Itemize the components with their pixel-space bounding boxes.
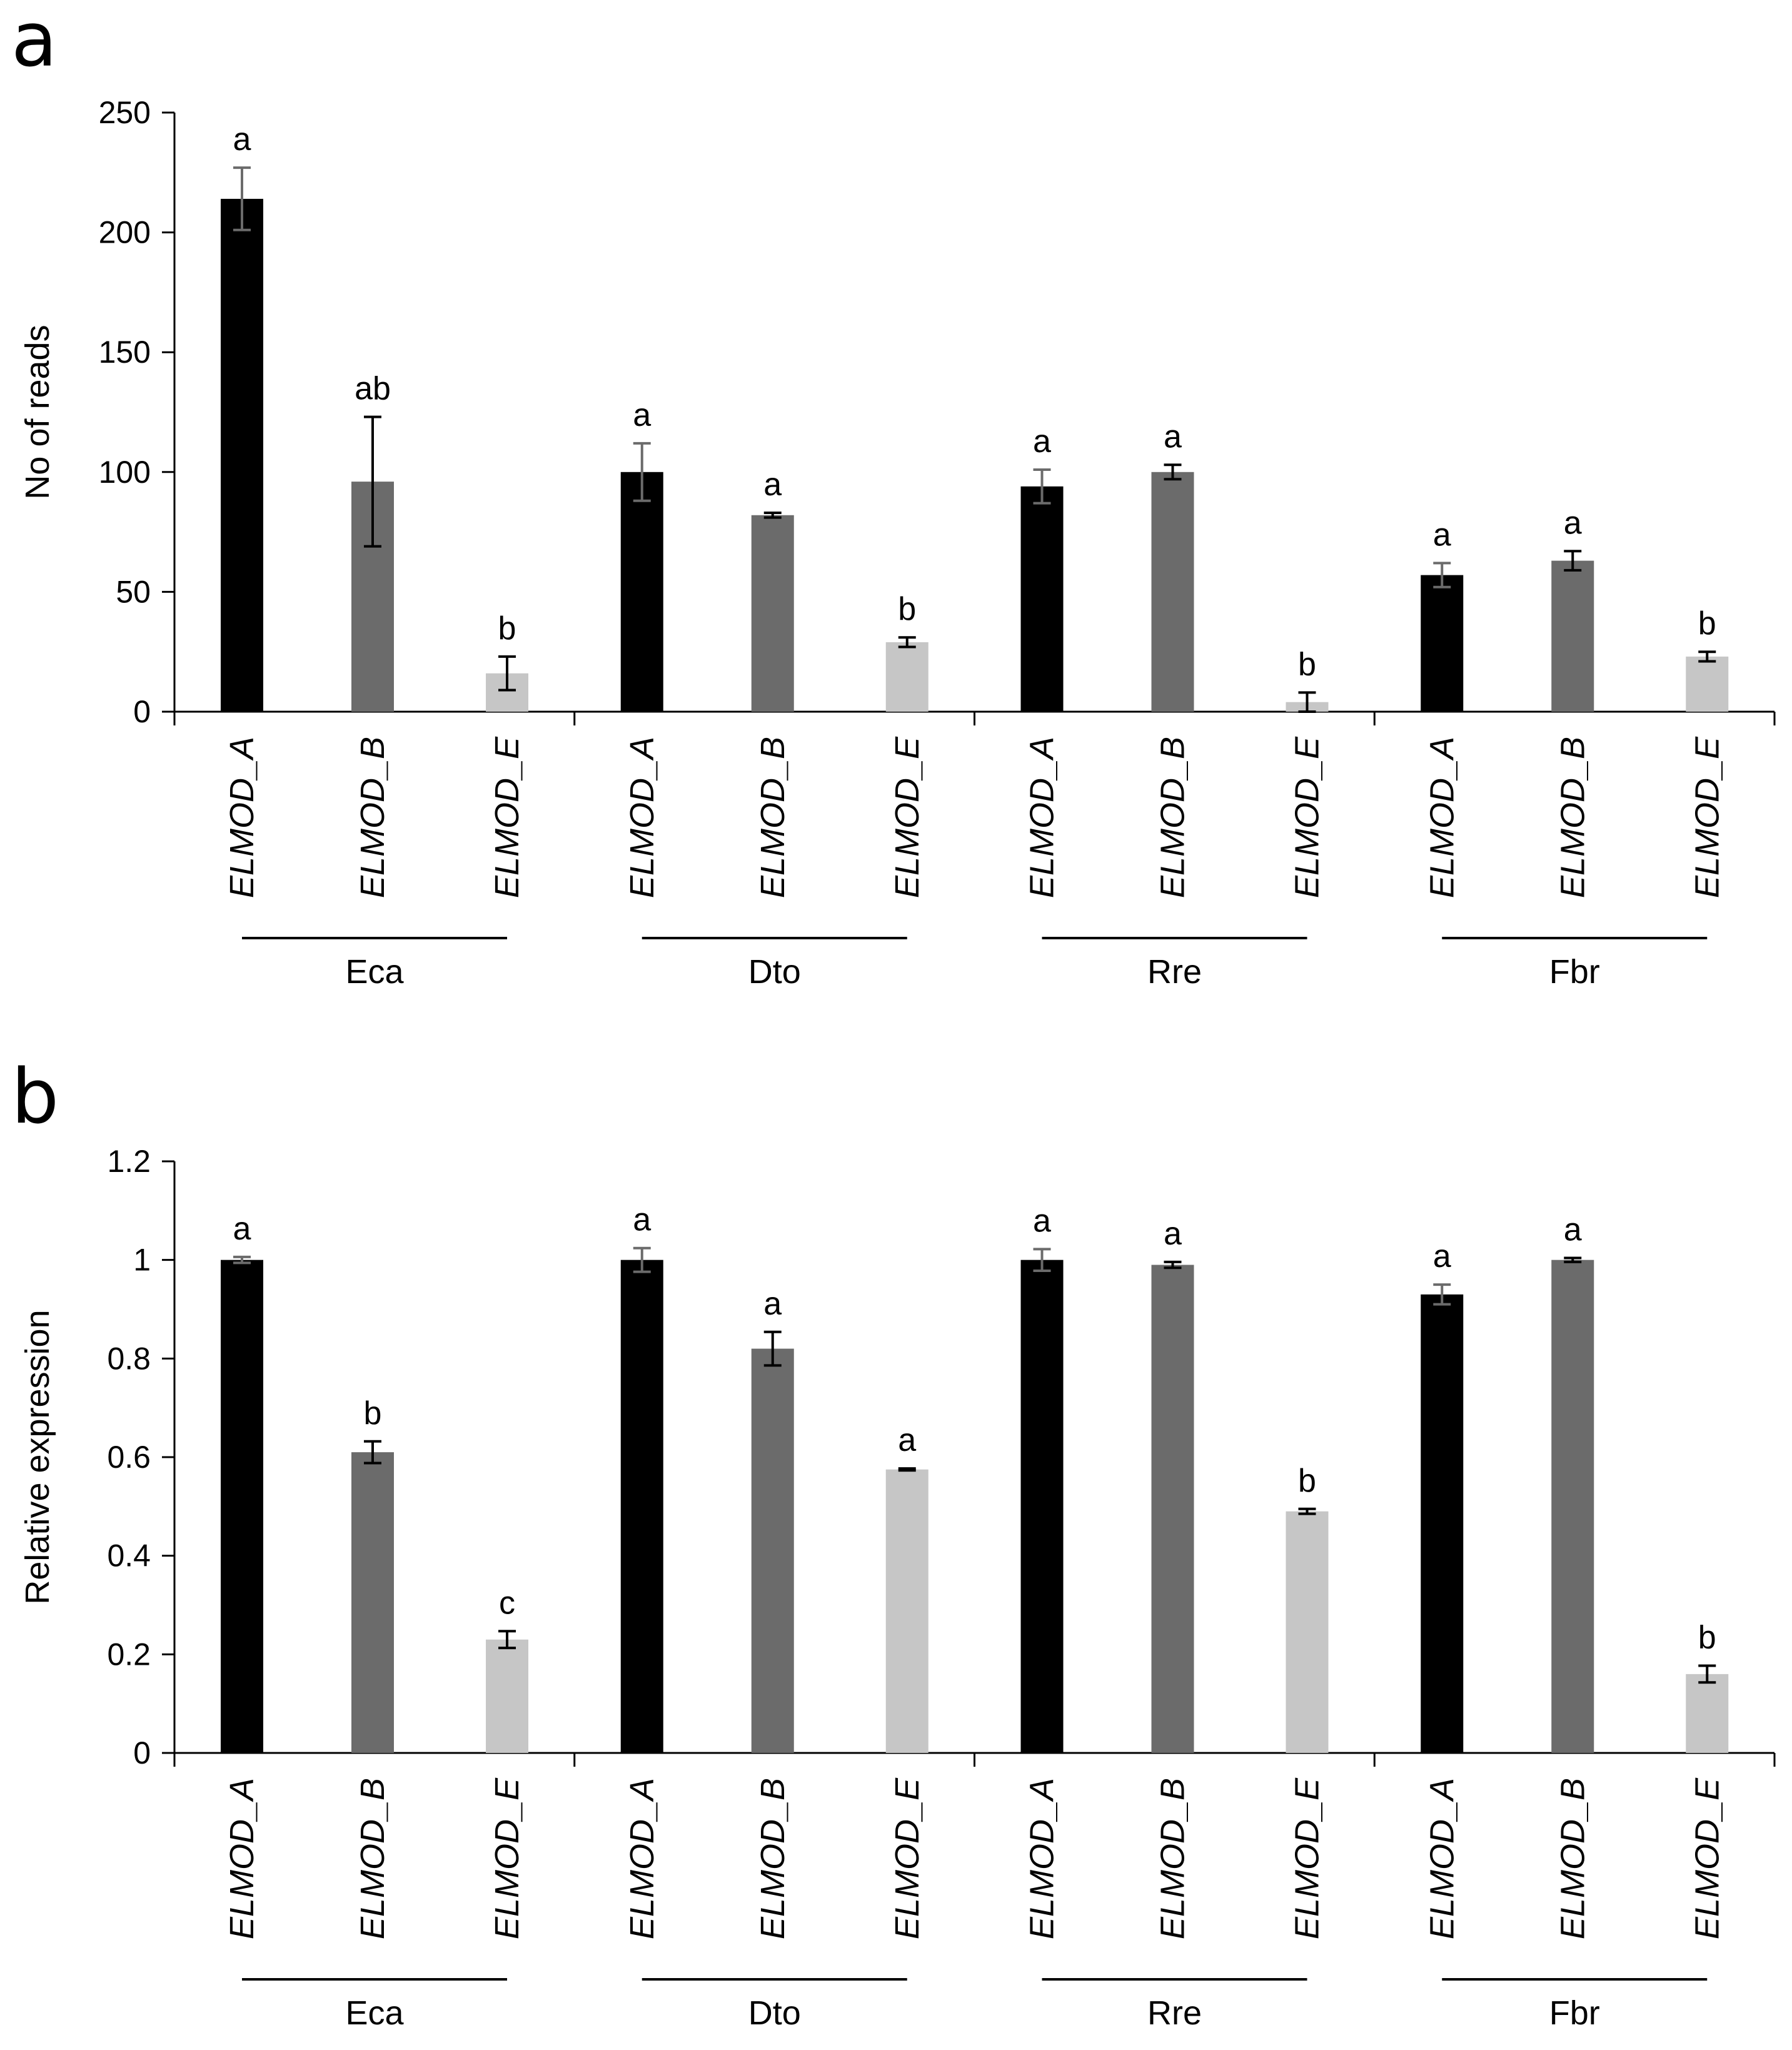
bar — [620, 472, 663, 712]
category-label: ELMOD_A — [1024, 737, 1061, 898]
y-tick-label: 100 — [99, 455, 151, 490]
category-label: ELMOD_A — [1423, 737, 1461, 898]
significance-label: c — [499, 1585, 515, 1621]
group-label: Fbr — [1549, 953, 1600, 991]
group-label: Rre — [1147, 1994, 1202, 2032]
category-label: ELMOD_A — [223, 1778, 261, 1939]
significance-label: a — [233, 1211, 251, 1247]
category-label: ELMOD_A — [1024, 1778, 1061, 1939]
significance-label: a — [1564, 505, 1582, 541]
y-tick-label: 50 — [116, 574, 151, 609]
significance-label: a — [898, 1422, 916, 1458]
significance-label: a — [1433, 517, 1451, 553]
y-axis-label: Relative expression — [19, 1310, 56, 1604]
bar — [1020, 486, 1064, 712]
y-tick-label: 0.2 — [107, 1637, 151, 1672]
significance-label: a — [763, 467, 782, 503]
y-tick-label: 0 — [133, 1735, 151, 1770]
bar — [351, 1452, 394, 1753]
category-label: ELMOD_E — [1688, 736, 1726, 898]
y-tick-label: 150 — [99, 335, 151, 370]
bar — [1551, 1260, 1594, 1753]
panel-b: b 0 0.2 0.4 0.6 0.8 1 1.2 Relative expression a EL… — [11, 1054, 1776, 2032]
bar — [885, 1469, 929, 1753]
category-label: ELMOD_B — [354, 1778, 391, 1939]
panel-label: a — [11, 0, 58, 84]
bar — [1686, 656, 1729, 712]
category-label: ELMOD_E — [488, 736, 526, 898]
significance-label: a — [1564, 1212, 1582, 1248]
significance-label: b — [1298, 646, 1316, 682]
category-label: ELMOD_E — [488, 1777, 526, 1939]
group-label: Eca — [345, 1994, 404, 2032]
y-tick-label: 0 — [133, 694, 151, 729]
significance-label: a — [1033, 1203, 1051, 1239]
group-label: Rre — [1147, 953, 1202, 991]
y-axis-label: No of reads — [19, 325, 56, 499]
significance-label: a — [1164, 1216, 1182, 1252]
bar — [1286, 1511, 1329, 1753]
panel-label: b — [11, 1054, 59, 1141]
group-label: Fbr — [1549, 1994, 1600, 2032]
group-label: Eca — [345, 953, 404, 991]
y-tick-label: 0.4 — [107, 1538, 151, 1573]
significance-label: b — [1698, 1619, 1716, 1655]
category-label: ELMOD_A — [1423, 1778, 1461, 1939]
significance-label: a — [633, 1202, 651, 1238]
category-label: ELMOD_B — [354, 737, 391, 898]
significance-label: a — [233, 121, 251, 158]
significance-label: b — [898, 591, 916, 627]
y-tick-label: 1 — [133, 1243, 151, 1278]
category-label: ELMOD_A — [623, 737, 661, 898]
group-label: Dto — [748, 1994, 801, 2032]
category-label: ELMOD_E — [1688, 1777, 1726, 1939]
significance-label: b — [1298, 1463, 1316, 1499]
bar — [221, 198, 263, 712]
category-label: ELMOD_B — [1154, 1778, 1192, 1939]
significance-label: a — [1033, 423, 1051, 460]
bar — [1421, 575, 1464, 712]
significance-label: b — [1698, 605, 1716, 642]
category-label: ELMOD_B — [1554, 737, 1591, 898]
bar — [620, 1260, 663, 1753]
bar — [885, 642, 929, 712]
y-tick-label: 0.8 — [107, 1341, 151, 1376]
bar — [751, 1348, 794, 1753]
bar — [1151, 1265, 1194, 1753]
category-label: ELMOD_B — [1554, 1778, 1591, 1939]
bar — [486, 1639, 528, 1753]
bar — [1421, 1294, 1464, 1753]
bar — [1686, 1674, 1729, 1753]
category-label: ELMOD_B — [1154, 737, 1192, 898]
y-tick-label: 0.6 — [107, 1440, 151, 1475]
y-tick-label: 250 — [99, 95, 151, 130]
bar — [1020, 1260, 1064, 1753]
bar — [221, 1260, 263, 1753]
significance-label: ab — [355, 371, 391, 407]
category-label: ELMOD_E — [1289, 736, 1326, 898]
category-label: ELMOD_B — [754, 1778, 792, 1939]
group-label: Dto — [748, 953, 801, 991]
y-tick-label: 200 — [99, 215, 151, 250]
significance-label: a — [1164, 418, 1182, 455]
y-tick-label: 1.2 — [107, 1144, 151, 1179]
category-label: ELMOD_A — [623, 1778, 661, 1939]
significance-label: a — [633, 397, 651, 433]
significance-label: b — [498, 610, 516, 647]
bar — [1151, 472, 1194, 712]
significance-label: a — [763, 1286, 782, 1322]
category-label: ELMOD_E — [888, 736, 926, 898]
significance-label: a — [1433, 1238, 1451, 1275]
category-label: ELMOD_E — [1289, 1777, 1326, 1939]
category-label: ELMOD_B — [754, 737, 792, 898]
category-label: ELMOD_E — [888, 1777, 926, 1939]
significance-label: b — [364, 1395, 382, 1431]
category-label: ELMOD_A — [223, 737, 261, 898]
bar — [751, 515, 794, 712]
bar — [1551, 560, 1594, 712]
